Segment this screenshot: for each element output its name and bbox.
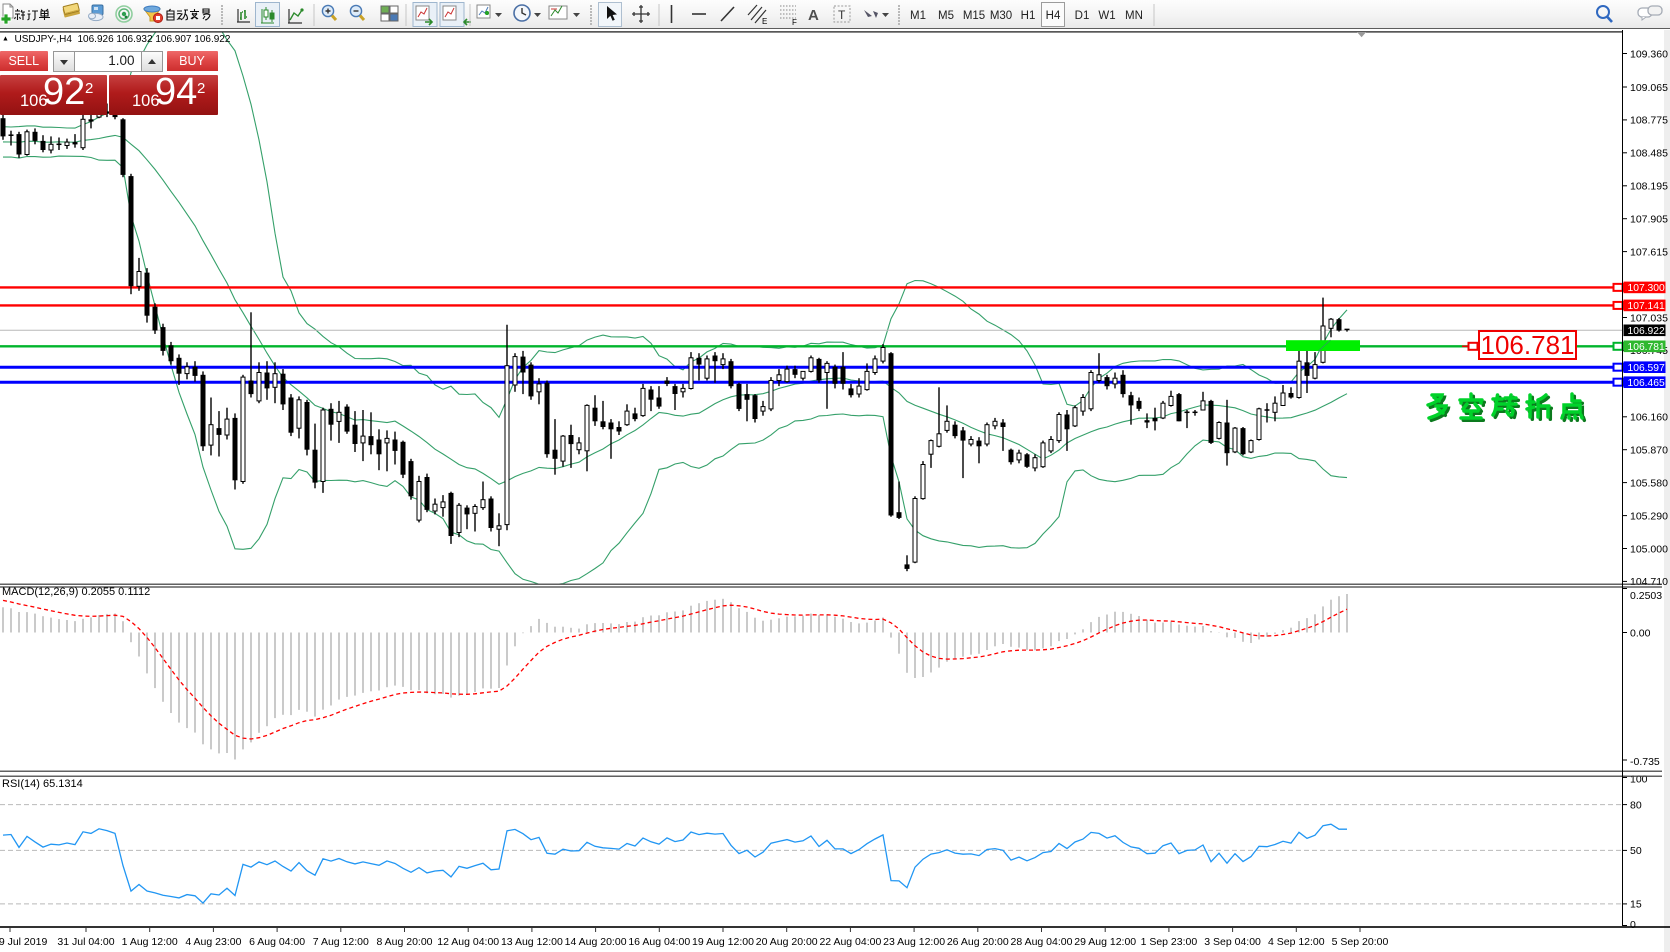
svg-text:106.922: 106.922 (1628, 326, 1665, 337)
svg-text:106.465: 106.465 (1628, 378, 1665, 389)
svg-text:4 Aug 23:00: 4 Aug 23:00 (185, 936, 241, 948)
svg-text:14 Aug 20:00: 14 Aug 20:00 (565, 936, 627, 948)
svg-text:29 Jul 2019: 29 Jul 2019 (0, 936, 47, 948)
svg-text:0.2503: 0.2503 (1630, 590, 1662, 602)
svg-text:109.065: 109.065 (1630, 82, 1668, 94)
svg-text:13 Aug 12:00: 13 Aug 12:00 (501, 936, 563, 948)
svg-text:104.710: 104.710 (1630, 576, 1668, 588)
svg-text:5 Sep 20:00: 5 Sep 20:00 (1332, 936, 1389, 948)
svg-text:108.195: 108.195 (1630, 181, 1668, 193)
svg-text:D1: D1 (1075, 10, 1090, 22)
svg-text:105.290: 105.290 (1630, 510, 1668, 522)
svg-text:M30: M30 (990, 10, 1012, 22)
svg-text:107.035: 107.035 (1630, 312, 1668, 324)
svg-text:8 Aug 20:00: 8 Aug 20:00 (376, 936, 432, 948)
svg-text:50: 50 (1630, 845, 1642, 857)
svg-text:105.580: 105.580 (1630, 477, 1668, 489)
svg-text:1 Aug 12:00: 1 Aug 12:00 (122, 936, 178, 948)
svg-text:22 Aug 04:00: 22 Aug 04:00 (819, 936, 881, 948)
svg-text:106.160: 106.160 (1630, 412, 1668, 424)
svg-text:M1: M1 (910, 10, 926, 22)
svg-text:1 Sep 23:00: 1 Sep 23:00 (1141, 936, 1198, 948)
svg-text:107.905: 107.905 (1630, 214, 1668, 226)
svg-text:107.141: 107.141 (1628, 301, 1665, 312)
svg-text:105.870: 105.870 (1630, 445, 1668, 457)
svg-text:0.00: 0.00 (1630, 627, 1651, 639)
svg-text:4 Sep 12:00: 4 Sep 12:00 (1268, 936, 1325, 948)
svg-text:23 Aug 12:00: 23 Aug 12:00 (883, 936, 945, 948)
svg-text:A: A (808, 7, 819, 24)
svg-text:T: T (838, 8, 846, 22)
svg-text:H4: H4 (1046, 10, 1061, 22)
svg-text:105.000: 105.000 (1630, 543, 1668, 555)
svg-text:7 Aug 12:00: 7 Aug 12:00 (313, 936, 369, 948)
svg-text:108.775: 108.775 (1630, 115, 1668, 127)
svg-text:-0.735: -0.735 (1630, 756, 1660, 768)
svg-text:29 Aug 12:00: 29 Aug 12:00 (1074, 936, 1136, 948)
svg-text:15: 15 (1630, 899, 1642, 911)
svg-text:109.360: 109.360 (1630, 48, 1668, 60)
svg-text:26 Aug 20:00: 26 Aug 20:00 (947, 936, 1009, 948)
svg-text:0: 0 (1630, 919, 1636, 931)
svg-text:6 Aug 04:00: 6 Aug 04:00 (249, 936, 305, 948)
svg-text:19 Aug 12:00: 19 Aug 12:00 (692, 936, 754, 948)
svg-text:31 Jul 04:00: 31 Jul 04:00 (57, 936, 114, 948)
svg-text:F: F (792, 18, 797, 27)
svg-text:3 Sep 04:00: 3 Sep 04:00 (1204, 936, 1261, 948)
svg-text:H1: H1 (1021, 10, 1036, 22)
svg-text:100: 100 (1630, 774, 1648, 786)
svg-text:MN: MN (1125, 10, 1143, 22)
svg-text:80: 80 (1630, 799, 1642, 811)
svg-text:28 Aug 04:00: 28 Aug 04:00 (1011, 936, 1073, 948)
svg-text:20 Aug 20:00: 20 Aug 20:00 (756, 936, 818, 948)
svg-text:107.300: 107.300 (1628, 283, 1665, 294)
svg-text:107.615: 107.615 (1630, 246, 1668, 258)
svg-text:M5: M5 (938, 10, 954, 22)
svg-text:108.485: 108.485 (1630, 148, 1668, 160)
svg-text:M15: M15 (963, 10, 985, 22)
svg-text:16 Aug 04:00: 16 Aug 04:00 (628, 936, 690, 948)
svg-text:W1: W1 (1098, 10, 1115, 22)
svg-text:12 Aug 04:00: 12 Aug 04:00 (437, 936, 499, 948)
svg-text:106.597: 106.597 (1628, 363, 1665, 374)
svg-text:106.781: 106.781 (1628, 342, 1665, 353)
svg-text:E: E (762, 17, 767, 26)
svg-text:RSI(14) 65.1314: RSI(14) 65.1314 (2, 778, 83, 790)
svg-text:MACD(12,26,9) 0.2055 0.1112: MACD(12,26,9) 0.2055 0.1112 (2, 586, 150, 598)
